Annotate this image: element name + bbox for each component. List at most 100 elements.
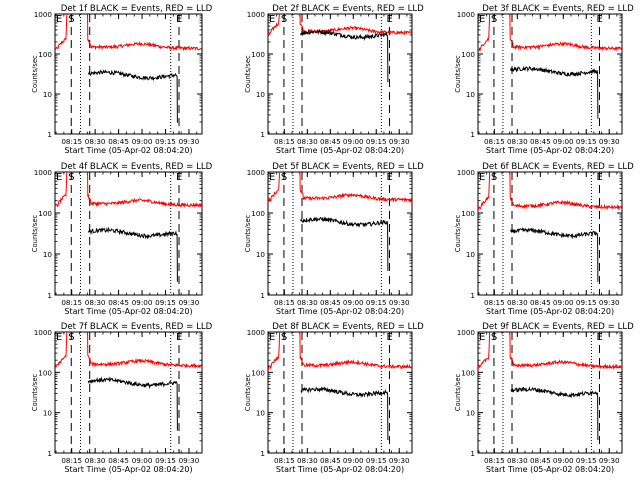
x-tick-label: 08:15 xyxy=(274,298,295,307)
y-tick-label: 100 xyxy=(461,50,475,59)
x-tick-label: 08:15 xyxy=(274,456,295,465)
x-tick-label: 09:30 xyxy=(179,137,200,146)
y-tick-label: 10 xyxy=(256,90,266,99)
y-tick-label: 1000 xyxy=(247,168,266,177)
chart-panel-6: Det 6f BLACK = Events, RED = LLD 1 10 100 10… xyxy=(454,162,634,316)
y-tick-label: 1 xyxy=(260,291,265,300)
x-tick-label: 08:15 xyxy=(484,137,505,146)
x-axis-label: Start Time (05-Apr-02 08:04:20) xyxy=(486,146,614,155)
x-tick-label: 08:15 xyxy=(274,137,295,146)
event-flag: E xyxy=(269,332,275,343)
x-tick-label: 08:45 xyxy=(108,456,129,465)
chart-title: Det 8f BLACK = Events, RED = LLD xyxy=(272,322,424,332)
event-flag: S xyxy=(491,14,497,25)
x-tick-label: 09:30 xyxy=(599,298,620,307)
chart-title: Det 1f BLACK = Events, RED = LLD xyxy=(61,4,213,14)
event-flag: E xyxy=(56,14,62,25)
x-tick-label: 09:00 xyxy=(553,298,574,307)
plot-frame xyxy=(267,331,413,454)
x-tick-label: 09:00 xyxy=(343,137,364,146)
x-axis-label: Start Time (05-Apr-02 08:04:20) xyxy=(486,307,614,316)
x-tick-label: 08:30 xyxy=(507,456,528,465)
x-tick-label: 09:15 xyxy=(576,456,597,465)
y-tick-label: 10 xyxy=(256,409,266,418)
x-tick-label: 08:30 xyxy=(85,298,106,307)
y-tick-label: 100 xyxy=(251,50,265,59)
plot-frame xyxy=(477,13,623,135)
x-tick-label: 09:15 xyxy=(576,298,597,307)
y-tick-label: 1000 xyxy=(34,328,53,337)
events-series-line xyxy=(510,65,599,119)
x-tick-label: 09:15 xyxy=(576,137,597,146)
event-flag: E xyxy=(269,14,275,25)
y-tick-label: 1000 xyxy=(247,10,266,19)
chart-panel-3: Det 3f BLACK = Events, RED = LLD 1 10 100 10… xyxy=(454,4,634,155)
x-tick-label: 09:00 xyxy=(343,298,364,307)
x-tick-label: 08:30 xyxy=(507,298,528,307)
event-flag: E xyxy=(596,332,602,343)
y-tick-label: 100 xyxy=(461,209,475,218)
plot-series xyxy=(478,14,622,119)
event-flag: E xyxy=(176,172,182,183)
x-tick-label: 09:30 xyxy=(179,298,200,307)
x-tick-label: 09:30 xyxy=(599,456,620,465)
x-tick-label: 08:15 xyxy=(61,298,82,307)
y-tick-label: 1 xyxy=(260,449,265,458)
x-tick-label: 08:45 xyxy=(320,298,341,307)
y-axis-label: Counts/sec xyxy=(244,374,252,412)
plot-series xyxy=(268,172,412,271)
x-tick-label: 09:00 xyxy=(132,298,153,307)
y-tick-label: 100 xyxy=(461,368,475,377)
event-flag: E xyxy=(479,332,485,343)
event-flag: E xyxy=(56,332,62,343)
y-axis-label: Counts/sec xyxy=(454,215,462,253)
event-flag: E xyxy=(479,172,485,183)
x-tick-label: 09:15 xyxy=(366,456,387,465)
event-flag: E xyxy=(269,172,275,183)
plot-frame xyxy=(54,171,203,296)
x-tick-label: 08:45 xyxy=(320,137,341,146)
event-flag: E xyxy=(479,14,485,25)
x-tick-label: 08:45 xyxy=(108,137,129,146)
event-flag: S xyxy=(68,172,74,183)
lld-series-line xyxy=(268,332,412,370)
event-flag: E xyxy=(596,14,602,25)
chart-panel-9: Det 9f BLACK = Events, RED = LLD 1 10 100 10… xyxy=(454,322,634,474)
lld-series-line xyxy=(478,332,622,371)
chart-panel-1: Det 1f BLACK = Events, RED = LLD 1 10 100 10… xyxy=(31,4,213,155)
y-axis-label: Counts/sec xyxy=(244,215,252,253)
chart-title: Det 3f BLACK = Events, RED = LLD xyxy=(482,4,634,14)
x-tick-label: 08:45 xyxy=(530,298,551,307)
x-tick-label: 08:30 xyxy=(297,137,318,146)
chart-title: Det 4f BLACK = Events, RED = LLD xyxy=(61,162,213,172)
lld-series-line xyxy=(55,332,202,370)
event-flag: E xyxy=(386,14,392,25)
x-tick-label: 09:30 xyxy=(389,137,410,146)
y-tick-label: 100 xyxy=(38,50,52,59)
y-tick-label: 1 xyxy=(47,130,52,139)
chart-title: Det 5f BLACK = Events, RED = LLD xyxy=(272,162,424,172)
plot-frame xyxy=(477,331,623,454)
y-tick-label: 10 xyxy=(43,409,53,418)
y-axis-label: Counts/sec xyxy=(454,374,462,412)
y-tick-label: 1000 xyxy=(34,168,53,177)
x-axis-label: Start Time (05-Apr-02 08:04:20) xyxy=(64,307,192,316)
x-tick-label: 09:00 xyxy=(343,456,364,465)
events-series-line xyxy=(87,69,178,123)
x-tick-label: 08:15 xyxy=(484,298,505,307)
chart-panel-2: Det 2f BLACK = Events, RED = LLD 1 10 100 10… xyxy=(244,4,424,155)
y-tick-label: 1 xyxy=(470,449,475,458)
plot-series xyxy=(55,14,202,123)
event-flag: S xyxy=(68,332,74,343)
y-tick-label: 1 xyxy=(260,130,265,139)
y-axis-label: Counts/sec xyxy=(454,55,462,93)
x-tick-label: 08:30 xyxy=(507,137,528,146)
plot-frame xyxy=(54,13,203,135)
x-tick-label: 08:45 xyxy=(108,298,129,307)
event-flag: S xyxy=(491,172,497,183)
x-axis-label: Start Time (05-Apr-02 08:04:20) xyxy=(276,146,404,155)
y-tick-label: 1000 xyxy=(247,328,266,337)
x-tick-label: 09:15 xyxy=(155,137,176,146)
x-tick-label: 09:15 xyxy=(366,137,387,146)
lld-series-line xyxy=(55,14,202,52)
